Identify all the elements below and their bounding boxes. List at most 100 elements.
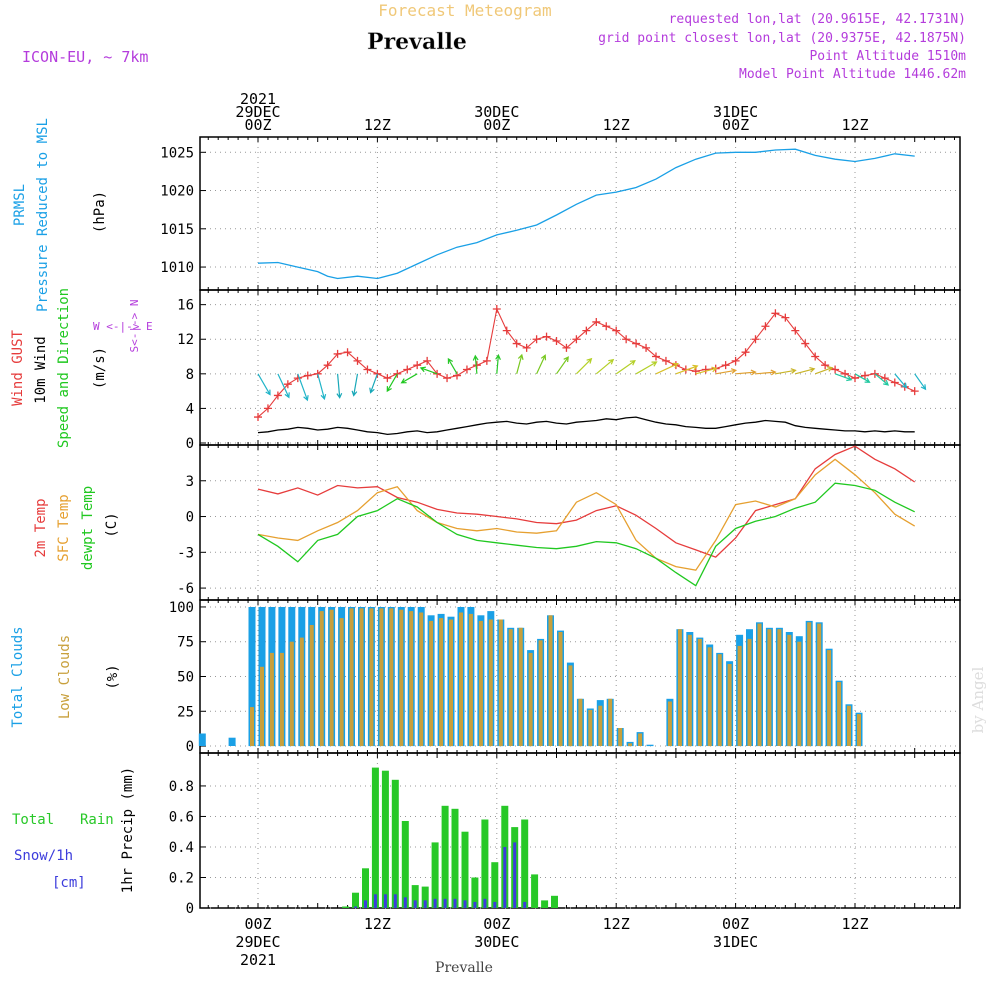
gust-marker (443, 374, 452, 383)
low-cloud-bar (250, 707, 254, 746)
low-cloud-bar (618, 728, 623, 747)
low-cloud-bar (359, 608, 364, 746)
low-cloud-bar (389, 608, 394, 746)
gust-marker (860, 371, 869, 380)
wind-arrow (675, 364, 699, 375)
top-time-label: 00Z (483, 116, 510, 134)
gust-marker (761, 322, 770, 331)
gust-marker (273, 391, 282, 400)
gust-marker (433, 369, 442, 378)
low-cloud-bar (518, 627, 523, 746)
rain-bar (441, 805, 449, 908)
bottom-time-label: 31DEC (713, 933, 758, 951)
top-time-label: 00Z (244, 116, 271, 134)
low-cloud-bar (677, 629, 682, 746)
low-cloud-bar (429, 620, 434, 747)
snow-bar (393, 894, 397, 908)
pressure-ytick-label: 1025 (160, 145, 194, 161)
gust-marker (323, 361, 332, 370)
dewpt-line (257, 482, 915, 587)
wind-arrow (854, 373, 871, 383)
wind-arrow (775, 368, 797, 375)
gust-marker (254, 413, 262, 422)
low-cloud-bar (717, 654, 722, 746)
wind-arrow (874, 373, 890, 386)
gust-marker (343, 348, 352, 357)
low-cloud-bar (608, 698, 613, 747)
low-cloud-bar (747, 638, 752, 746)
bottom-time-label: 12Z (603, 915, 630, 933)
snow-bar (373, 894, 377, 908)
low-cloud-bar (787, 634, 792, 747)
low-cloud-bar (468, 613, 473, 746)
gust-marker (403, 365, 412, 374)
temperature-ytick-label: 3 (186, 474, 194, 490)
low-cloud-bar (449, 619, 453, 747)
gust-marker (383, 374, 392, 383)
low-cloud-bar (309, 625, 314, 746)
rain-bar (461, 831, 469, 908)
low-cloud-bar (260, 666, 264, 747)
snow-bar (453, 898, 457, 908)
gust-marker (721, 361, 730, 370)
low-cloud-bar (807, 622, 812, 747)
snow-bar (503, 847, 507, 908)
low-cloud-bar (737, 645, 742, 746)
low-cloud-bar (269, 652, 274, 747)
rain-bar (521, 819, 529, 908)
low-cloud-bar (837, 682, 842, 747)
top-time-label: 00Z (722, 116, 749, 134)
gust-marker (592, 317, 601, 326)
gust-marker (552, 336, 561, 345)
snow-bar (463, 900, 467, 908)
rain-bar (471, 877, 479, 908)
wind-ytick-label: 8 (186, 367, 194, 383)
wind-arrow (715, 368, 738, 375)
gust-marker (562, 343, 571, 352)
snow-bar (483, 898, 487, 908)
bottom-time-label: 12Z (364, 915, 391, 933)
wind-arrow (277, 373, 290, 399)
footer-location: Prevalle (435, 960, 493, 976)
pressure-label-1: PRMSL (12, 184, 28, 226)
low-cloud-bar (777, 629, 782, 746)
rain-bar (342, 906, 350, 908)
pressure-ytick-label: 1020 (160, 184, 194, 200)
temperature-ytick-label: -3 (177, 545, 194, 561)
rain-bar (531, 874, 539, 908)
gust-marker (303, 371, 312, 380)
total-cloud-bar (646, 744, 654, 747)
rain-bar (431, 842, 439, 908)
low-cloud-bar (419, 612, 424, 746)
precip-total-label: Total (12, 812, 54, 828)
precip-ytick-label: 0.6 (169, 809, 194, 825)
temperature-ytick-label: -6 (177, 581, 194, 597)
low-cloud-bar (339, 618, 344, 747)
low-cloud-bar (528, 652, 533, 747)
gust-marker (642, 343, 651, 352)
low-cloud-bar (548, 615, 553, 746)
low-cloud-bar (628, 743, 633, 747)
model-altitude: Model Point Altitude 1446.62m (739, 67, 966, 82)
low-cloud-bar (707, 647, 712, 747)
precip-ytick-label: 0.4 (169, 840, 194, 856)
gust-marker (880, 374, 889, 383)
low-cloud-bar (379, 608, 384, 746)
gust-marker (791, 326, 800, 335)
snow-bar (383, 894, 387, 908)
low-cloud-bar (369, 608, 374, 746)
wind-arrow (536, 354, 547, 375)
clouds-unit: (%) (105, 664, 121, 689)
rain-bar (411, 885, 419, 908)
total-cloud-bar (248, 607, 256, 747)
low-cloud-bar (488, 619, 493, 747)
panels: 1010 1015 1020 1025 0 4 8 12 16 -6 -3 0 3 0 25 50 75 100 0… (160, 136, 961, 917)
total-clouds-label: Total Clouds (10, 626, 26, 727)
wind-arrow (655, 362, 679, 375)
low-cloud-bar (757, 623, 762, 746)
clouds-ytick-label: 0 (186, 739, 194, 755)
location-title: Prevalle (367, 29, 467, 55)
wind-arrow (894, 373, 908, 389)
low-cloud-bar (439, 618, 444, 747)
